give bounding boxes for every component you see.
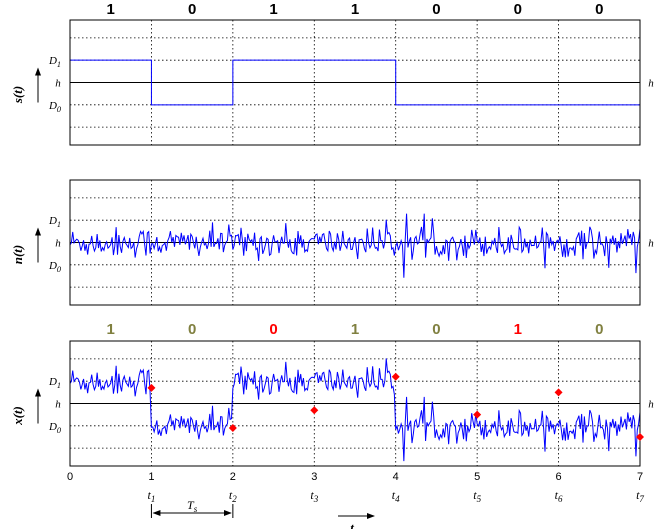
bit-label: 1 [107, 1, 115, 18]
axes-frame [69, 340, 641, 467]
decided-bit-label: 0 [269, 321, 277, 338]
x-tick-label: 7 [637, 471, 643, 483]
decided-bit-label: 1 [107, 321, 115, 338]
decided-bit-label: 0 [432, 321, 440, 338]
sample-point [228, 424, 237, 433]
sample-point [147, 383, 156, 392]
bit-label: 0 [432, 1, 440, 18]
sample-point [310, 406, 319, 415]
sample-time-label: t3 [310, 488, 318, 504]
sample-time-label: t4 [392, 488, 400, 504]
x-axis-label: t [350, 520, 354, 529]
level-label-h: h [55, 78, 61, 90]
y-axis-label: s(t) [10, 86, 25, 104]
level-label-h-right: h [648, 78, 654, 90]
bit-label: 0 [514, 1, 522, 18]
y-axis-label: x(t) [10, 406, 25, 426]
y-axis-label: n(t) [10, 245, 25, 265]
level-label-d1: D1 [48, 55, 61, 69]
axes-frame [69, 179, 641, 306]
sample-time-label: t1 [148, 488, 156, 504]
bit-label: 1 [269, 1, 277, 18]
decided-bit-label: 0 [188, 321, 196, 338]
sample-time-label: t7 [636, 488, 644, 504]
level-label-h: h [55, 399, 61, 411]
series-line [69, 213, 641, 278]
x-tick-label: 6 [556, 471, 562, 483]
x-tick-label: 2 [230, 471, 236, 483]
level-label-d1: D1 [48, 215, 61, 229]
x-tick-label: 5 [474, 471, 480, 483]
x-tick-label: 4 [393, 471, 399, 483]
bit-label: 1 [351, 1, 359, 18]
level-label-h-right: h [648, 238, 654, 250]
sample-point [391, 372, 400, 381]
x-tick-label: 1 [148, 471, 154, 483]
level-label-d0: D0 [48, 100, 62, 114]
level-label-d1: D1 [48, 376, 61, 390]
x-tick-label: 3 [311, 471, 317, 483]
bit-label: 0 [188, 1, 196, 18]
level-label-h: h [55, 238, 61, 250]
sample-time-label: t2 [229, 488, 237, 504]
sample-point [636, 432, 644, 441]
period-label: Ts [187, 498, 198, 514]
decided-bit-label: 0 [595, 321, 603, 338]
panel-xt: D1 h D0 h x(t) 1 0 0 1 0 1 0 0 1 2 3 4 5 6 7 t1 t2 t3 t4 t5 t6 t7 T… [10, 321, 654, 529]
sample-time-label: t6 [555, 488, 563, 504]
sample-point [554, 388, 563, 397]
decided-bit-label: 1 [514, 321, 522, 338]
series-line [69, 358, 641, 462]
axes-frame [69, 19, 641, 146]
level-label-d0: D0 [48, 260, 62, 274]
panel-nt: D1 h D0 h n(t) [10, 179, 654, 306]
series-line [70, 59, 640, 106]
level-label-h-right: h [648, 399, 654, 411]
decided-bit-label: 1 [351, 321, 359, 338]
bit-label: 0 [595, 1, 603, 18]
x-tick-label: 0 [67, 471, 73, 483]
sample-time-label: t5 [473, 488, 481, 504]
sample-point [473, 410, 482, 419]
level-label-d0: D0 [48, 421, 62, 435]
panel-st: D1 h D0 h s(t) 1 0 1 1 0 0 0 [10, 1, 654, 146]
